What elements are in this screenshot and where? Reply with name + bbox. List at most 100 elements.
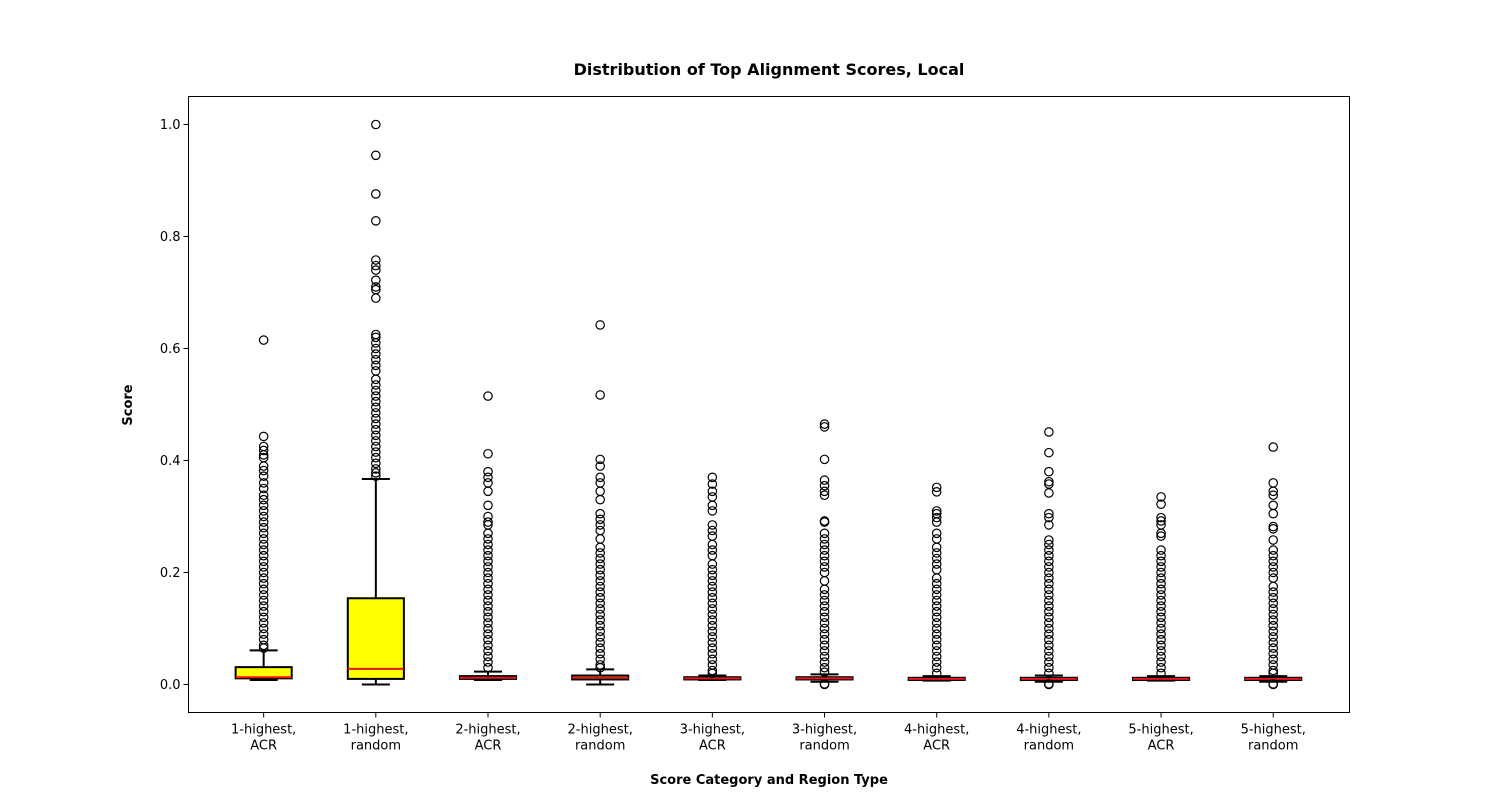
- outlier-point: [1268, 524, 1279, 534]
- outlier-point: [595, 648, 605, 659]
- outlier-point: [371, 119, 381, 130]
- outlier-point: [1156, 640, 1166, 651]
- outlier-point: [258, 578, 269, 589]
- outlier-point: [931, 640, 942, 651]
- x-tick-label: 3-highest,: [792, 723, 857, 738]
- outlier-point: [1044, 651, 1054, 662]
- outlier-point: [1044, 447, 1054, 458]
- outlier-point: [819, 550, 830, 561]
- outlier-point: [931, 634, 942, 645]
- outlier-point: [483, 466, 493, 477]
- outlier-point: [1044, 606, 1054, 617]
- outlier-point: [483, 657, 493, 667]
- outlier-point: [258, 606, 269, 617]
- outlier-point: [931, 482, 942, 493]
- outlier-point: [595, 508, 605, 519]
- outlier-point: [1268, 567, 1279, 578]
- outlier-point: [819, 640, 830, 651]
- outlier-point: [1268, 679, 1279, 690]
- outlier-point: [595, 632, 605, 642]
- outlier-point: [483, 448, 493, 459]
- outlier-point: [1268, 545, 1279, 555]
- outlier-point: [258, 567, 269, 578]
- outlier-point: [1044, 578, 1054, 589]
- outlier-point: [595, 514, 605, 525]
- outlier-point: [1156, 584, 1166, 595]
- outlier-point: [483, 567, 493, 578]
- outlier-point: [1268, 609, 1279, 620]
- outlier-point: [1268, 550, 1279, 561]
- outlier-point: [819, 490, 830, 501]
- outlier-point: [595, 620, 605, 631]
- outlier-point: [371, 354, 381, 365]
- outlier-point: [707, 479, 718, 489]
- outlier-point: [371, 468, 381, 478]
- outlier-point: [595, 626, 605, 637]
- outlier-point: [483, 601, 493, 611]
- outlier-point: [483, 528, 493, 539]
- outlier-point: [1156, 578, 1166, 589]
- outlier-point: [595, 609, 605, 620]
- outlier-point: [258, 590, 269, 600]
- outlier-point: [819, 556, 830, 567]
- outlier-point: [371, 413, 381, 424]
- outlier-point: [1268, 490, 1279, 501]
- outlier-point: [819, 595, 830, 606]
- outlier-point: [1156, 618, 1166, 628]
- outlier-point: [931, 528, 942, 539]
- outlier-point: [931, 559, 942, 569]
- outlier-point: [1156, 590, 1166, 600]
- outlier-point: [258, 522, 269, 533]
- outlier-point: [819, 539, 830, 550]
- outlier-point: [707, 506, 718, 516]
- outlier-point: [707, 648, 718, 659]
- outlier-point: [258, 490, 269, 501]
- outlier-point: [819, 629, 830, 639]
- outlier-point: [371, 216, 381, 226]
- outlier-point: [931, 564, 942, 575]
- outlier-point: [1156, 573, 1166, 583]
- outlier-point: [1156, 662, 1166, 673]
- outlier-point: [595, 604, 605, 614]
- outlier-point: [707, 472, 718, 483]
- outlier-point: [931, 578, 942, 589]
- outlier-point: [258, 335, 269, 345]
- outlier-point: [1268, 637, 1279, 648]
- outlier-point: [371, 265, 381, 275]
- outlier-point: [483, 584, 493, 595]
- x-tick-label: random: [351, 739, 401, 754]
- outlier-point: [1044, 567, 1054, 578]
- outlier-point: [371, 458, 381, 469]
- x-tick-label: 3-highest,: [680, 723, 745, 738]
- outlier-point: [819, 662, 830, 673]
- outlier-point: [258, 511, 269, 522]
- outlier-point: [258, 629, 269, 639]
- outlier-point: [1268, 598, 1279, 609]
- outlier-point: [258, 643, 269, 653]
- outlier-point: [483, 629, 493, 639]
- outlier-point: [258, 517, 269, 527]
- outlier-point: [595, 494, 605, 505]
- outlier-point: [1044, 573, 1054, 583]
- x-tick-label: ACR: [475, 739, 502, 754]
- outlier-point: [707, 581, 718, 592]
- outlier-point: [595, 576, 605, 586]
- outlier-point: [1044, 584, 1054, 595]
- outlier-point: [371, 332, 381, 343]
- outlier-point: [819, 646, 830, 656]
- outlier-point: [931, 487, 942, 497]
- outlier-point: [258, 550, 269, 561]
- outlier-point: [1268, 615, 1279, 625]
- outlier-point: [483, 578, 493, 589]
- outlier-point: [483, 478, 493, 488]
- outlier-point: [595, 486, 605, 497]
- outlier-point: [1044, 601, 1054, 611]
- outlier-point: [931, 662, 942, 673]
- outlier-point: [483, 634, 493, 645]
- outlier-point: [371, 447, 381, 457]
- outlier-point: [595, 615, 605, 625]
- outlier-point: [1044, 488, 1054, 498]
- outlier-point: [595, 478, 605, 488]
